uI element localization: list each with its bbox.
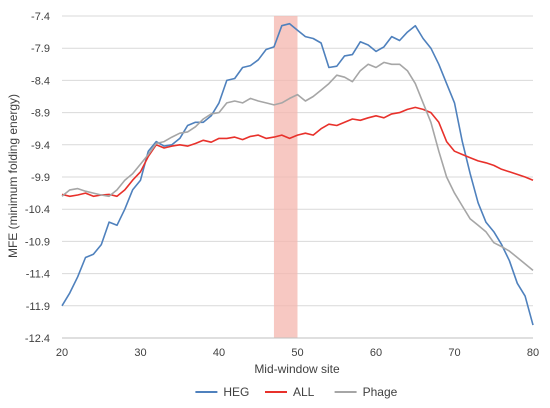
x-axis-title: Mid-window site <box>254 362 340 376</box>
y-tick-label: -9.4 <box>31 140 50 152</box>
x-tick-label: 50 <box>291 347 303 359</box>
y-tick-labels: -7.4 -7.9 -8.4 -8.9 -9.4 -9.9 -10.4 -10.9 -11.4 -… <box>25 11 50 345</box>
series-line-phage <box>61 61 534 272</box>
legend: HEG ALL Phage <box>195 385 398 399</box>
y-axis-title: MFE (minimum folding energy) <box>6 94 20 258</box>
legend-label: HEG <box>223 385 249 399</box>
y-tick-label: -10.4 <box>25 204 50 216</box>
highlight-band <box>273 16 298 338</box>
legend-item-all: ALL <box>265 385 315 399</box>
x-tick-label: 20 <box>56 347 68 359</box>
series-line-all <box>61 106 534 198</box>
y-tick-label: -8.4 <box>31 75 50 87</box>
series-line-heg <box>61 22 534 326</box>
y-tick-label: -8.9 <box>31 108 50 120</box>
legend-item-phage: Phage <box>334 385 398 399</box>
x-tick-label: 60 <box>370 347 382 359</box>
legend-label: Phage <box>363 385 398 399</box>
legend-label: ALL <box>293 385 315 399</box>
x-tick-labels: 20 30 40 50 60 70 80 <box>56 347 539 359</box>
series-lines <box>61 22 534 326</box>
x-tick-label: 40 <box>213 347 225 359</box>
y-tick-label: -11.4 <box>26 269 50 281</box>
y-tick-label: -10.9 <box>25 236 50 248</box>
legend-item-heg: HEG <box>195 385 249 399</box>
y-tick-label: -7.9 <box>31 43 50 55</box>
x-tick-label: 70 <box>448 347 460 359</box>
y-tick-label: -9.9 <box>31 172 50 184</box>
y-tick-label: -12.4 <box>25 333 50 345</box>
x-tick-label: 80 <box>527 347 539 359</box>
x-tick-label: 30 <box>134 347 146 359</box>
y-tick-label: -11.9 <box>26 301 50 313</box>
y-tick-label: -7.4 <box>31 11 50 23</box>
